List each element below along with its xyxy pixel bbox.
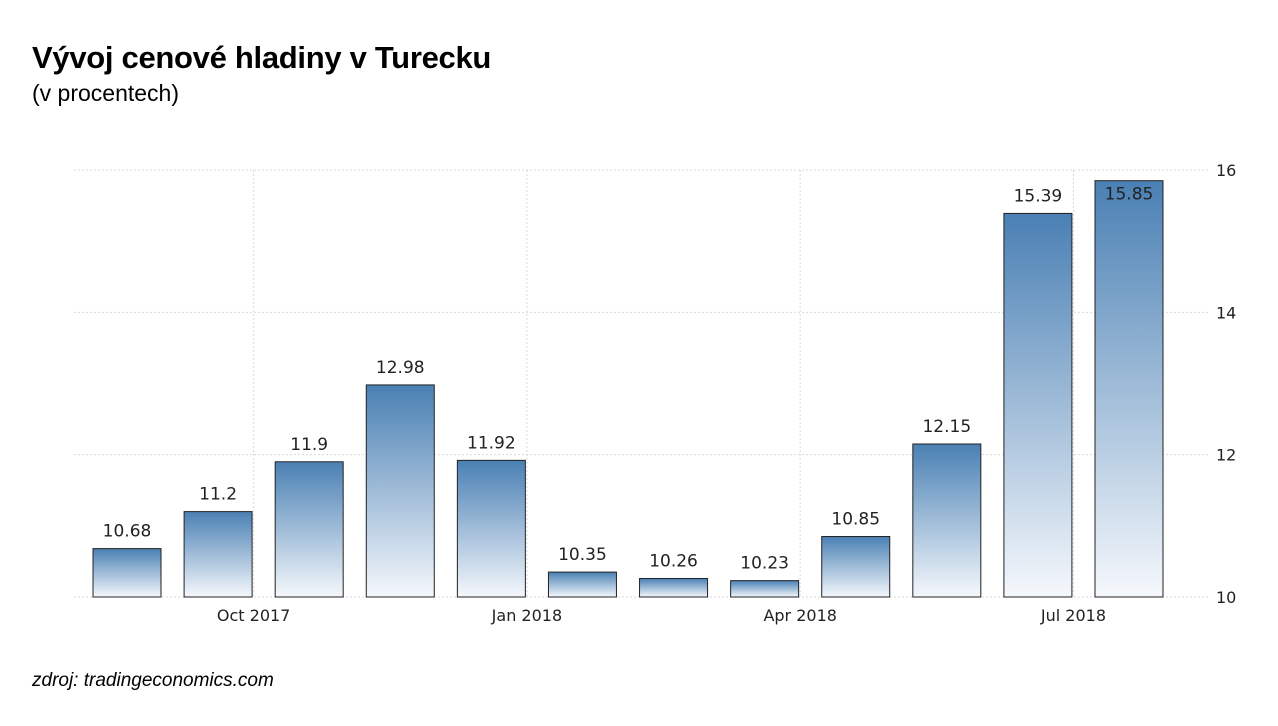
bar bbox=[1094, 180, 1164, 598]
bar bbox=[730, 580, 800, 598]
y-axis: 10 12 14 16 bbox=[1216, 161, 1236, 607]
bar bbox=[92, 548, 162, 598]
bars bbox=[92, 180, 1164, 598]
y-tick-label: 16 bbox=[1216, 161, 1236, 180]
bar-value-label: 10.35 bbox=[558, 545, 607, 565]
y-tick-label: 10 bbox=[1216, 588, 1236, 607]
bar bbox=[639, 577, 709, 598]
bar bbox=[183, 511, 253, 598]
bar bbox=[821, 536, 891, 598]
bar bbox=[912, 443, 982, 598]
x-tick-label: Apr 2018 bbox=[763, 606, 836, 625]
y-tick-label: 14 bbox=[1216, 303, 1236, 322]
chart-title: Vývoj cenové hladiny v Turecku bbox=[32, 40, 492, 75]
bar-value-label: 10.85 bbox=[831, 510, 880, 530]
bar-value-label: 12.98 bbox=[376, 358, 425, 378]
chart-subtitle: (v procentech) bbox=[32, 80, 180, 106]
bar-value-label: 10.23 bbox=[740, 554, 789, 574]
x-tick-label: Oct 2017 bbox=[217, 606, 290, 625]
value-labels: 10.68 11.2 11.9 12.98 11.92 10.35 10.26 10.23 10… bbox=[103, 185, 1154, 574]
bar-value-label: 10.26 bbox=[649, 551, 698, 571]
bar-value-label: 11.2 bbox=[199, 485, 237, 505]
bar-value-label: 10.68 bbox=[103, 522, 152, 542]
bar-value-label: 11.92 bbox=[467, 433, 516, 453]
bar-value-label: 15.39 bbox=[1014, 186, 1063, 206]
bar bbox=[365, 384, 435, 598]
x-tick-label: Jan 2018 bbox=[491, 606, 562, 625]
bar bbox=[1003, 212, 1073, 598]
bar-value-label: 15.85 bbox=[1105, 185, 1154, 205]
y-tick-label: 12 bbox=[1216, 446, 1236, 465]
bar-value-label: 11.9 bbox=[290, 435, 328, 455]
bar-value-label: 12.15 bbox=[922, 417, 971, 437]
x-tick-label: Jul 2018 bbox=[1040, 606, 1106, 625]
bar bbox=[547, 571, 617, 598]
bar bbox=[456, 459, 526, 598]
x-axis: Oct 2017 Jan 2018 Apr 2018 Jul 2018 bbox=[217, 606, 1106, 625]
source-note: zdroj: tradingeconomics.com bbox=[32, 670, 274, 691]
bar bbox=[274, 461, 344, 598]
